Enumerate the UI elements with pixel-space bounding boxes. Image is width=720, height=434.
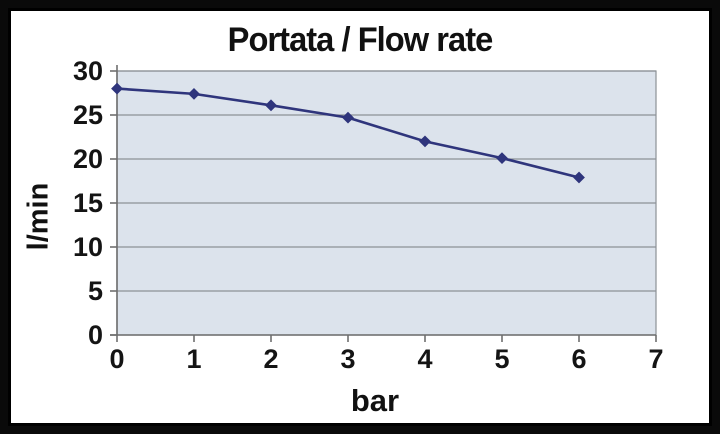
x-tick-label-5: 5 — [494, 344, 509, 374]
x-tick-label-2: 2 — [263, 344, 278, 374]
x-tick-label-1: 1 — [186, 344, 201, 374]
data-point-marker-1 — [188, 87, 200, 100]
x-tick-label-3: 3 — [340, 344, 355, 374]
x-axis-label: bar — [350, 383, 400, 418]
data-point-marker-5 — [496, 152, 508, 165]
data-point-marker-2 — [265, 99, 277, 112]
y-tick-label-10: 10 — [73, 232, 103, 262]
y-tick-label-15: 15 — [73, 188, 103, 218]
x-tick-label-0: 0 — [109, 344, 124, 374]
chart-title: Portata / Flow rate — [227, 21, 494, 59]
x-tick-label-4: 4 — [417, 344, 432, 374]
data-point-marker-0 — [111, 82, 123, 95]
y-tick-label-0: 0 — [88, 320, 103, 350]
y-tick-label-5: 5 — [88, 276, 103, 306]
x-tick-label-6: 6 — [571, 344, 586, 374]
y-tick-label-25: 25 — [73, 100, 103, 130]
y-tick-label-20: 20 — [73, 144, 103, 174]
data-point-marker-3 — [342, 111, 354, 124]
y-tick-label-30: 30 — [73, 56, 103, 86]
data-point-marker-4 — [419, 135, 431, 148]
x-tick-label-7: 7 — [648, 344, 663, 374]
data-point-marker-6 — [573, 171, 585, 184]
